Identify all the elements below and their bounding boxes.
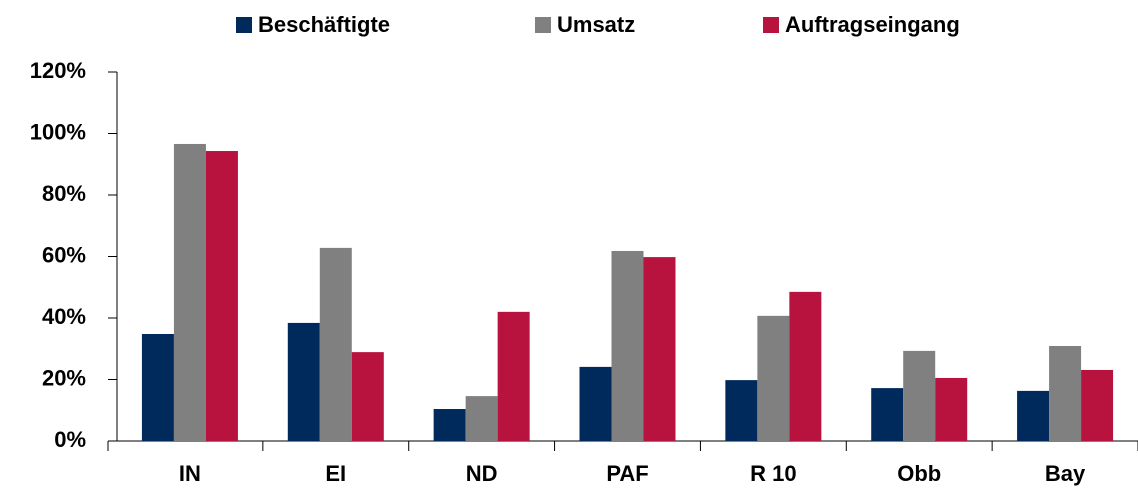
x-tick-label: ND [466, 461, 498, 486]
bar [1049, 345, 1082, 441]
legend-label: Auftragseingang [785, 12, 960, 37]
bar [433, 409, 466, 441]
x-tick-label: PAF [606, 461, 648, 486]
bar [497, 311, 530, 441]
y-tick-label: 100% [30, 119, 86, 144]
legend-label: Beschäftigte [258, 12, 390, 37]
y-tick-label: 120% [30, 58, 86, 83]
y-tick-label: 40% [42, 304, 86, 329]
bar [287, 322, 320, 441]
bar [205, 151, 238, 441]
legend-swatch [763, 17, 779, 33]
bar [173, 143, 206, 441]
bar [725, 380, 758, 441]
bar [757, 315, 790, 441]
bar [871, 388, 904, 441]
legend-swatch [535, 17, 551, 33]
bar [465, 396, 498, 441]
y-tick-label: 20% [42, 365, 86, 390]
bar [1081, 369, 1114, 441]
x-tick-label: Obb [897, 461, 941, 486]
y-tick-label: 80% [42, 181, 86, 206]
bar [141, 333, 174, 441]
bar [935, 377, 968, 441]
bar [903, 350, 936, 441]
bar [611, 250, 644, 441]
x-tick-label: EI [325, 461, 346, 486]
x-tick-label: R 10 [750, 461, 796, 486]
bar [319, 247, 352, 441]
x-tick-label: IN [179, 461, 201, 486]
bar [789, 291, 822, 441]
x-tick-label: Bay [1045, 461, 1086, 486]
legend-swatch [236, 17, 252, 33]
bar [643, 257, 676, 441]
legend-label: Umsatz [557, 12, 635, 37]
y-tick-label: 0% [54, 427, 86, 452]
bar [1017, 390, 1050, 441]
bar [351, 352, 384, 441]
bar [579, 366, 612, 441]
y-tick-label: 60% [42, 242, 86, 267]
